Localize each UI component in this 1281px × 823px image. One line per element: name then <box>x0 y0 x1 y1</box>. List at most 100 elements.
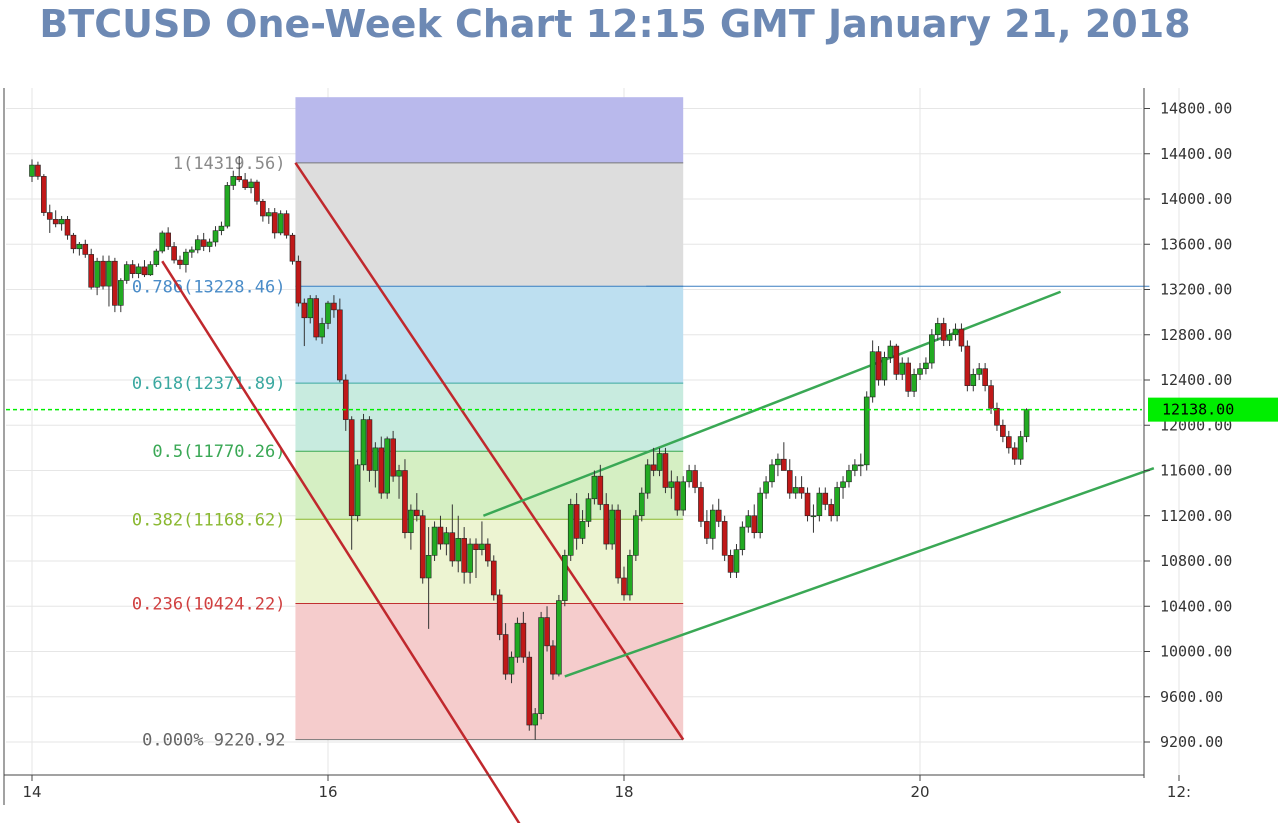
candle-up <box>934 323 941 336</box>
x-tick-label: 12: <box>1167 783 1191 801</box>
candle-down <box>597 475 604 505</box>
candle-up <box>561 555 568 601</box>
candle-down <box>141 266 148 276</box>
candle-down <box>958 328 965 347</box>
candle-up <box>514 622 521 658</box>
y-axis-ticks: 9200.00 9600.00 10000.00 10400.00 10800.00 11… <box>1144 100 1232 751</box>
candle-down <box>82 243 89 255</box>
candle-down <box>70 234 77 250</box>
candle-down <box>804 492 811 517</box>
candle-down <box>721 521 728 556</box>
candle-up <box>976 368 983 375</box>
candle-down <box>526 656 533 726</box>
candle-up <box>183 251 189 265</box>
candle-down <box>550 645 556 675</box>
candle-up <box>952 328 959 336</box>
candle-down <box>390 438 396 477</box>
chart-title: BTCUSD One-Week Chart 12:15 GMT January … <box>39 2 1191 46</box>
candle-up <box>638 492 645 517</box>
candle-up <box>455 538 462 562</box>
candle-down <box>496 594 503 635</box>
candle-up <box>887 345 894 358</box>
candle-down <box>46 212 53 220</box>
candle-down <box>378 447 385 494</box>
candle-up <box>538 617 544 715</box>
candle-down <box>715 509 722 522</box>
candle-up <box>775 458 781 466</box>
candle-down <box>674 481 681 511</box>
candle-up <box>733 549 740 573</box>
fib-level-label: 0.5(11770.26) <box>152 442 285 462</box>
candle-down <box>295 260 302 304</box>
candle-up <box>396 470 402 477</box>
candle-up <box>633 515 639 556</box>
x-tick-label: 14 <box>22 783 41 801</box>
candle-down <box>473 543 479 550</box>
candle-up <box>834 487 840 517</box>
candle-up <box>686 470 692 483</box>
candle-up <box>668 481 675 488</box>
candle-down <box>751 515 758 534</box>
fib-zone <box>295 162 684 287</box>
candle-up <box>360 419 367 466</box>
candle-down <box>621 577 627 596</box>
candle-up <box>585 498 592 522</box>
x-axis-ticks: 14 16 18 20 12: <box>22 775 1191 801</box>
candle-down <box>301 302 308 319</box>
candle-up <box>153 250 160 265</box>
fib-level-label: 0.786(13228.46) <box>132 277 286 297</box>
candle-up <box>556 600 562 675</box>
red-downtrend-lower <box>161 260 521 823</box>
candle-down <box>520 622 527 658</box>
green-channel-upper <box>482 290 1062 517</box>
x-tick-label: 20 <box>910 783 929 801</box>
candle-up <box>745 515 752 528</box>
axes <box>3 88 1145 805</box>
fib-zone <box>295 383 684 452</box>
candle-up <box>1017 436 1024 460</box>
candles <box>29 156 1030 740</box>
candle-down <box>490 560 497 596</box>
candle-up <box>265 212 272 217</box>
candle-down <box>200 239 207 247</box>
candle-up <box>307 298 314 319</box>
y-tick-label: 12400.00 <box>1160 371 1232 389</box>
candle-down <box>662 453 669 488</box>
y-tick-label: 10400.00 <box>1160 597 1232 615</box>
red-downtrend-upper <box>294 162 685 741</box>
candle-down <box>615 509 621 579</box>
candle-up <box>354 464 361 517</box>
candle-up <box>532 713 539 726</box>
candle-down <box>781 458 787 471</box>
candle-up <box>567 504 574 556</box>
candle-up <box>769 464 775 483</box>
candle-up <box>917 368 923 375</box>
y-tick-label: 12800.00 <box>1160 326 1232 344</box>
candle-down <box>35 164 41 177</box>
candle-down <box>650 464 657 471</box>
candle-down <box>64 219 71 236</box>
candle-down <box>242 179 248 188</box>
candle-up <box>911 374 917 392</box>
x-tick-label: 18 <box>614 783 633 801</box>
candle-up <box>899 362 906 375</box>
fib-level-label: 0.618(12371.89) <box>132 374 286 394</box>
candle-up <box>810 515 817 518</box>
candle-up <box>680 481 687 511</box>
candle-up <box>135 266 142 274</box>
candle-up <box>929 334 935 364</box>
candle-up <box>627 555 633 596</box>
candle-down <box>100 260 106 287</box>
candle-down <box>449 532 456 562</box>
candle-down <box>171 246 177 261</box>
candle-down <box>283 213 290 236</box>
y-tick-label: 13200.00 <box>1160 281 1232 299</box>
candle-down <box>331 302 337 311</box>
candle-up <box>224 185 231 227</box>
last-price-label: 12138.00 <box>1162 401 1234 419</box>
candle-down <box>52 219 59 225</box>
candle-down <box>342 379 349 420</box>
candle-up <box>757 492 763 534</box>
candle-down <box>698 487 704 522</box>
candle-down <box>822 492 829 505</box>
